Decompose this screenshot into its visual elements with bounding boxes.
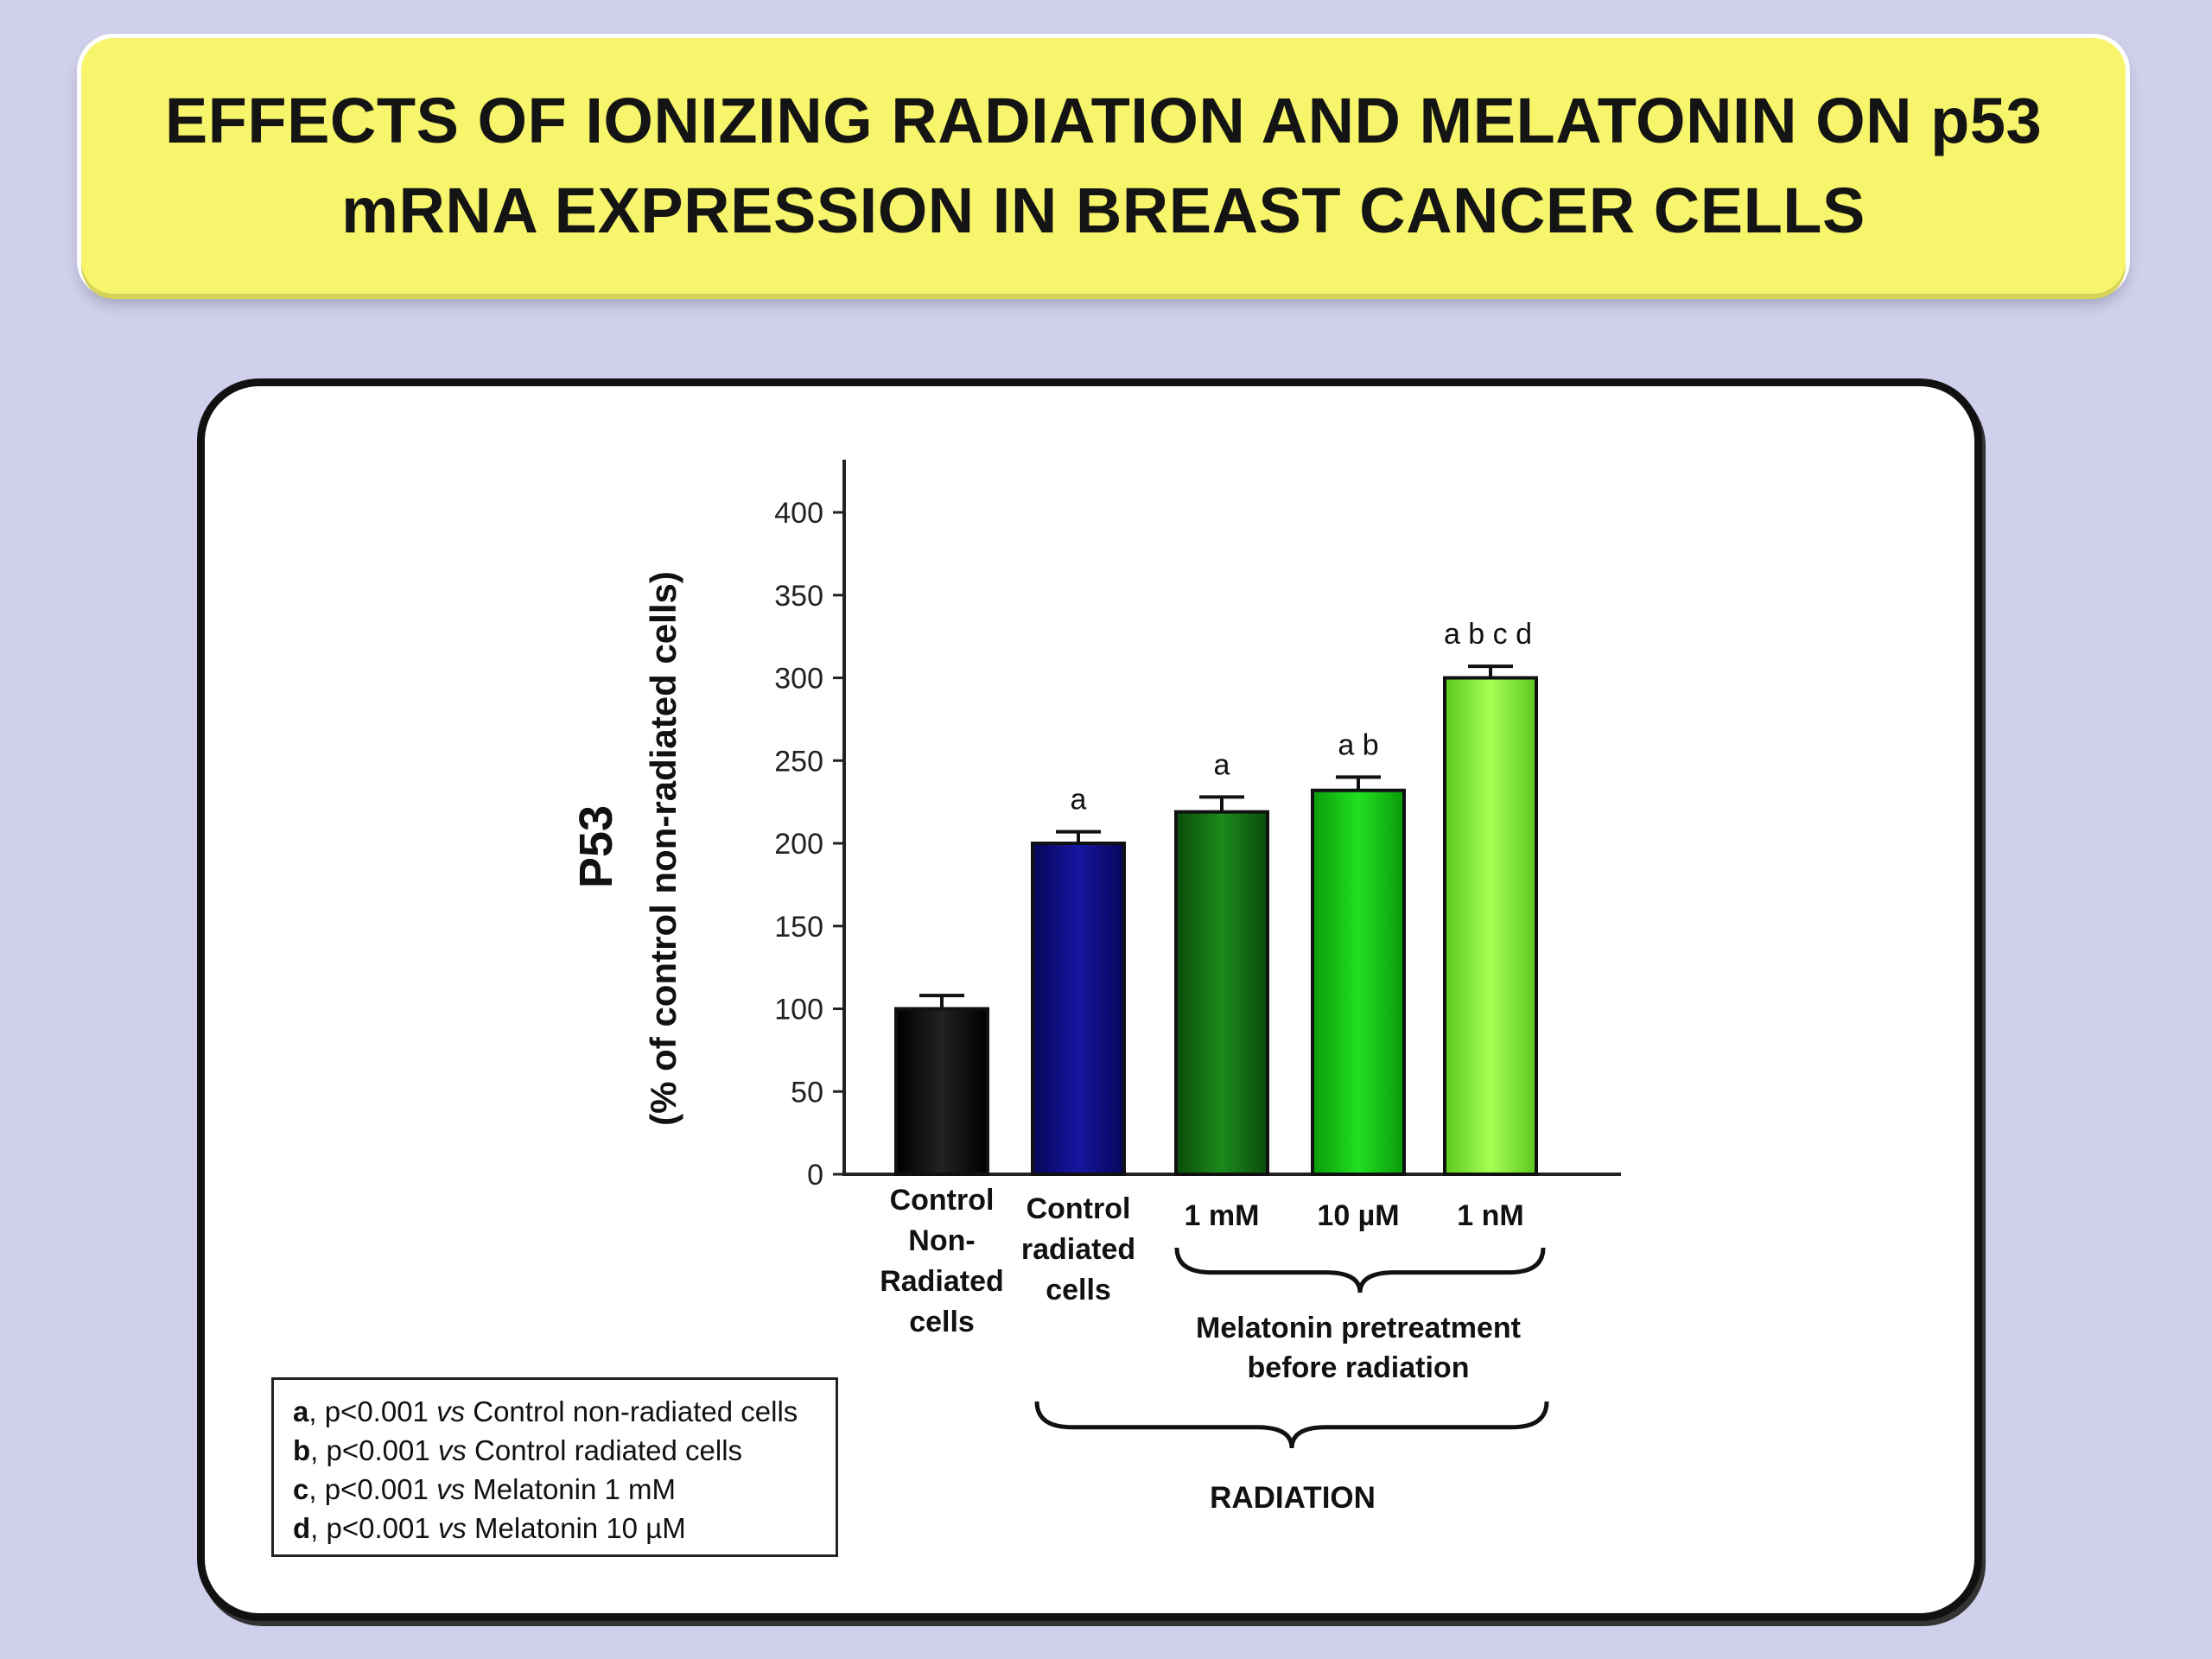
legend-item-c: c, p<0.001 vs Melatonin 1 mM — [293, 1473, 677, 1505]
page-title: EFFECTS OF IONIZING RADIATION AND MELATO… — [164, 85, 2043, 246]
y-tick-label: 0 — [807, 1159, 823, 1192]
y-axis-subtitle: (% of control non-radiated cells) — [643, 571, 683, 1126]
bar — [1311, 788, 1406, 1176]
bar — [1443, 676, 1538, 1176]
bar — [1031, 842, 1126, 1176]
legend-item-b: b, p<0.001 vs Control radiated cells — [293, 1434, 743, 1466]
y-tick-label: 150 — [774, 911, 823, 944]
radiation-brace — [1034, 1401, 1549, 1449]
category-label: 1 mM — [1185, 1199, 1260, 1232]
y-tick-label: 400 — [774, 497, 823, 530]
radiation-group-label: RADIATION — [1210, 1481, 1376, 1515]
title-banner: EFFECTS OF IONIZING RADIATION AND MELATO… — [81, 38, 2126, 294]
category-label: 10 µM — [1317, 1199, 1399, 1232]
category-label: Control Non-Radiated cells — [880, 1184, 1004, 1338]
y-tick-label: 200 — [774, 828, 823, 861]
y-tick-label: 50 — [791, 1076, 823, 1109]
legend-item-d: d, p<0.001 vs Melatonin 10 µM — [293, 1512, 686, 1544]
y-tick-label: 250 — [774, 745, 823, 778]
melatonin-group-label: Melatonin pretreatment before radiation — [1196, 1312, 1521, 1384]
category-label: 1 nM — [1457, 1199, 1523, 1232]
y-tick-label: 100 — [774, 994, 823, 1027]
significance-label: a — [1214, 748, 1230, 781]
category-label: Control radiated cells — [1021, 1192, 1135, 1306]
bar — [894, 1007, 989, 1176]
y-axis-title: P53 — [570, 805, 622, 888]
significance-legend: a, p<0.001 vs Control non-radiated cells… — [271, 1377, 838, 1557]
bar — [1174, 810, 1269, 1176]
melatonin-brace — [1174, 1247, 1546, 1294]
significance-label: a b — [1338, 728, 1378, 761]
legend-item-a: a, p<0.001 vs Control non-radiated cells — [293, 1395, 798, 1427]
significance-label: a — [1071, 784, 1087, 817]
y-tick-label: 350 — [774, 580, 823, 613]
y-tick-label: 300 — [774, 663, 823, 696]
significance-label: a b c d — [1444, 618, 1532, 651]
